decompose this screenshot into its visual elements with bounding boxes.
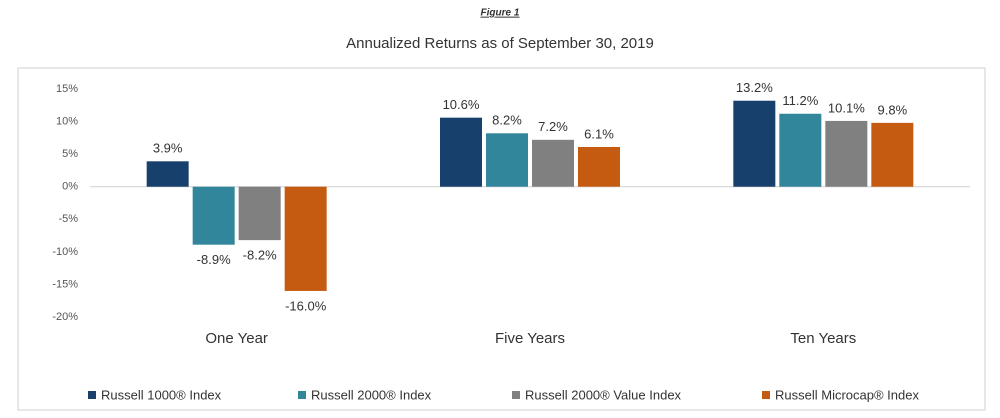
bar [284,186,327,291]
bar [192,186,235,245]
value-label: 6.1% [584,126,614,141]
value-label: 3.9% [153,141,183,156]
value-label: 8.2% [492,113,522,128]
bar [238,186,281,241]
x-tick-label: One Year [205,330,268,347]
x-tick-label: Ten Years [790,330,856,347]
y-tick-label: 0% [62,181,78,193]
chart-title: Annualized Returns as of September 30, 2… [346,35,654,52]
chart-frame [17,67,986,411]
y-tick-label: 5% [62,148,78,160]
bar [532,139,574,187]
y-tick-label: 10% [56,115,78,127]
legend-swatch [762,391,770,399]
bar [733,100,776,187]
legend-swatch [88,391,96,399]
legend-label: Russell 2000® Value Index [525,387,682,402]
legend-label: Russell 1000® Index [101,387,222,402]
bar [440,117,482,187]
value-label: 9.8% [878,102,908,117]
bar [825,120,868,187]
value-label: -8.9% [197,252,231,267]
y-tick-label: -20% [52,311,78,323]
value-label: 7.2% [538,119,568,134]
bar [578,146,620,187]
bar [871,122,914,187]
y-tick-label: -5% [58,213,78,225]
bar [779,113,822,187]
legend-swatch [512,391,520,399]
x-tick-label: Five Years [495,330,565,347]
value-label: 10.1% [828,100,865,115]
y-tick-label: -10% [52,246,78,258]
bar [486,133,528,187]
legend-label: Russell 2000® Index [311,387,432,402]
y-tick-label: -15% [52,278,78,290]
value-label: 13.2% [736,80,773,95]
figure-label: Figure 1 [481,8,520,19]
legend-swatch [298,391,306,399]
y-tick-label: 15% [56,83,78,95]
value-label: 11.2% [782,93,818,108]
value-label: -8.2% [243,248,277,263]
value-label: -16.0% [285,298,327,313]
legend-label: Russell Microcap® Index [775,387,919,402]
bar [146,161,189,187]
value-label: 10.6% [443,97,480,112]
